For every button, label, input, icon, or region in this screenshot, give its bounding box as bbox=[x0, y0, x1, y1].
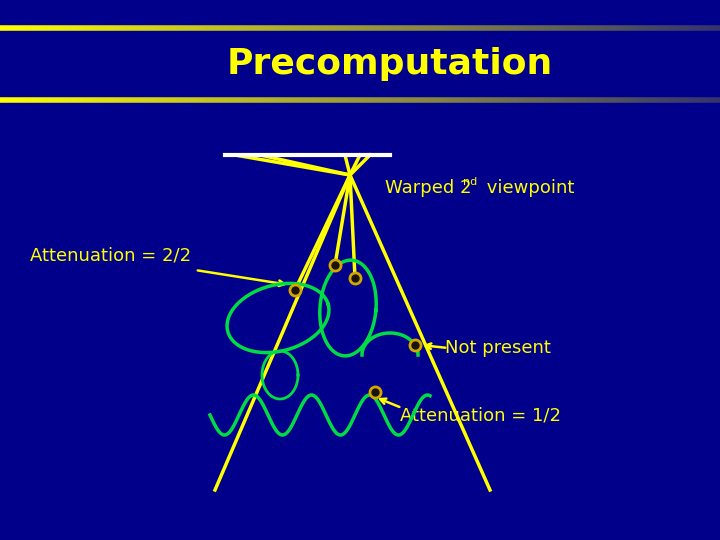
Text: Attenuation = 1/2: Attenuation = 1/2 bbox=[400, 406, 561, 424]
Text: nd: nd bbox=[463, 177, 477, 187]
Text: viewpoint: viewpoint bbox=[481, 179, 575, 197]
Text: Attenuation = 2/2: Attenuation = 2/2 bbox=[30, 246, 191, 264]
Text: Precomputation: Precomputation bbox=[227, 47, 553, 81]
Text: Warped 2: Warped 2 bbox=[385, 179, 472, 197]
Text: Not present: Not present bbox=[445, 339, 551, 357]
